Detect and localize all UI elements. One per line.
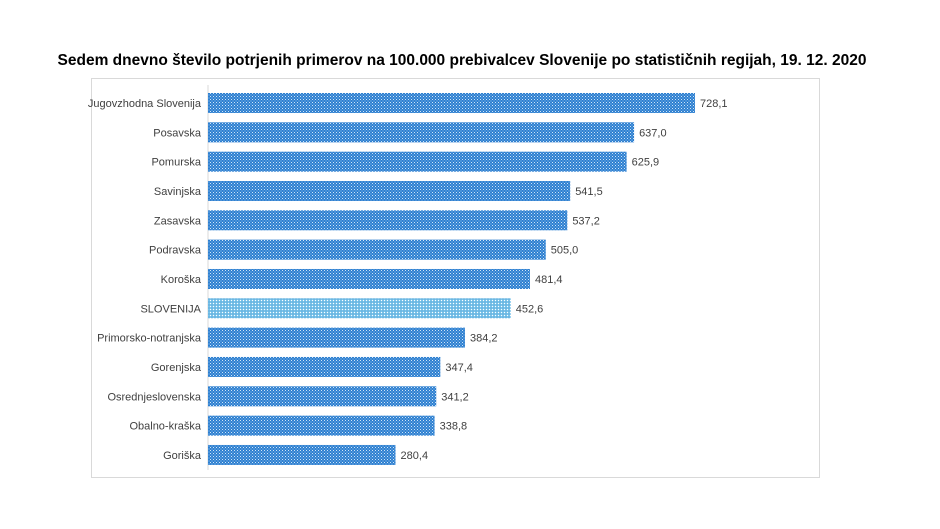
data-label: 452,6 bbox=[516, 303, 544, 315]
bar-12 bbox=[208, 444, 396, 465]
data-label: 481,4 bbox=[535, 274, 563, 286]
bar-5 bbox=[208, 239, 546, 260]
bar-8 bbox=[208, 327, 465, 348]
category-label: Savinjska bbox=[154, 186, 202, 198]
plot-area-frame bbox=[91, 78, 820, 478]
data-label: 637,0 bbox=[639, 127, 667, 139]
data-label: 537,2 bbox=[572, 215, 600, 227]
bar-10 bbox=[208, 386, 437, 407]
category-label: Podravska bbox=[149, 245, 202, 257]
category-label: Jugovzhodna Slovenija bbox=[88, 98, 202, 110]
data-label: 384,2 bbox=[470, 333, 498, 345]
category-label: Posavska bbox=[153, 127, 202, 139]
data-label: 280,4 bbox=[401, 450, 429, 462]
bar-0 bbox=[208, 93, 695, 113]
bar-1 bbox=[208, 122, 635, 143]
bar-7 bbox=[208, 298, 511, 319]
data-label: 341,2 bbox=[441, 391, 469, 403]
category-label: Obalno-kraška bbox=[129, 421, 201, 433]
data-label: 541,5 bbox=[575, 186, 603, 198]
data-label: 625,9 bbox=[632, 157, 660, 169]
category-label: Gorenjska bbox=[151, 362, 202, 374]
data-label: 728,1 bbox=[700, 98, 728, 110]
bar-3 bbox=[208, 180, 571, 201]
data-label: 338,8 bbox=[440, 421, 468, 433]
bar-4 bbox=[208, 210, 568, 231]
data-label: 505,0 bbox=[551, 245, 579, 257]
category-label: Goriška bbox=[163, 450, 202, 462]
bar-6 bbox=[208, 268, 530, 289]
category-label: Koroška bbox=[161, 274, 202, 286]
category-label: Primorsko-notranjska bbox=[97, 333, 202, 345]
chart-title: Sedem dnevno število potrjenih primerov … bbox=[57, 52, 867, 69]
category-label: SLOVENIJA bbox=[140, 303, 201, 315]
bar-2 bbox=[208, 151, 627, 172]
category-label: Osrednjeslovenska bbox=[107, 391, 201, 403]
category-label: Pomurska bbox=[151, 157, 201, 169]
category-label: Zasavska bbox=[154, 215, 202, 227]
bar-11 bbox=[208, 415, 435, 436]
data-label: 347,4 bbox=[445, 362, 473, 374]
bar-9 bbox=[208, 356, 441, 377]
